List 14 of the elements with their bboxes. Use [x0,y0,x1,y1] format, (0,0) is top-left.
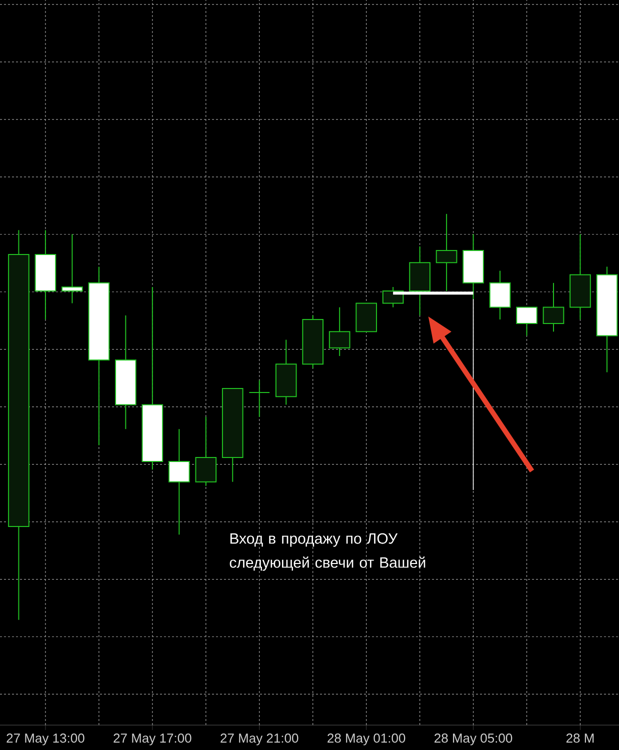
candlestick [168,428,190,536]
candlestick [542,282,564,332]
candlestick [516,306,538,336]
x-tick-label: 28 May 01:00 [328,734,406,746]
annotation: Вход в продажу по ЛОУ следующей свечи от Вашей [230,533,426,571]
candlestick [248,380,270,418]
x-tick-label: 27 May 21:00 [220,734,298,746]
x-tick-label: 28 M [566,734,594,743]
x-tick-label: 27 May 13:00 [6,734,84,746]
candlestick [328,306,350,356]
x-tick-label: 28 May 05:00 [434,734,512,746]
candlestick [62,234,83,304]
candlestick [436,213,458,292]
x-tick-label: 27 May 17:00 [114,734,192,746]
